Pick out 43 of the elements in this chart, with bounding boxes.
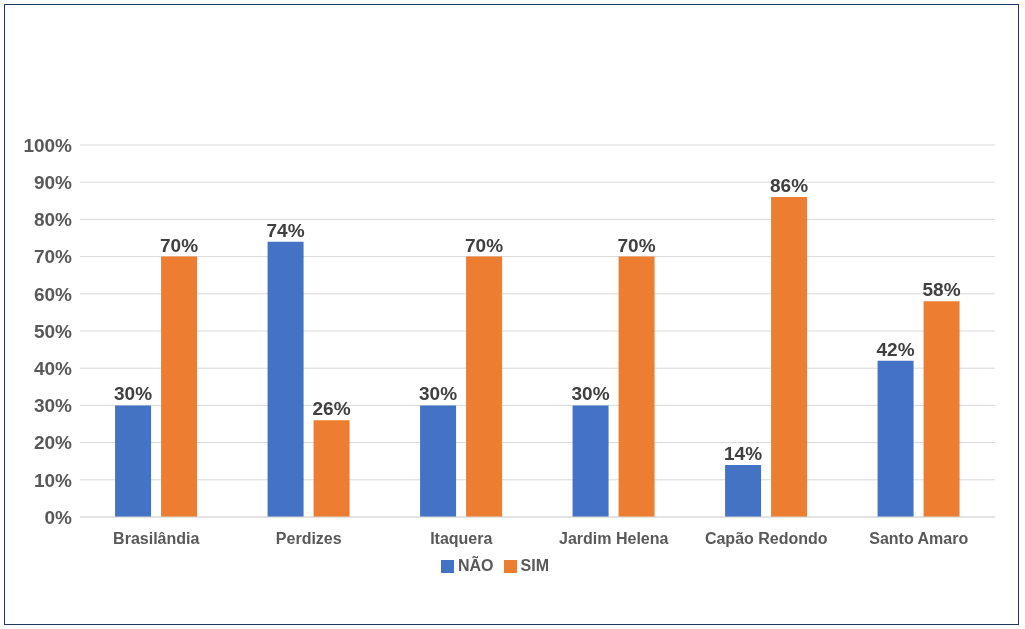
x-tick-label: Brasilândia: [113, 530, 200, 548]
bar: [466, 256, 503, 517]
bar: [725, 464, 762, 517]
y-tick-label: 0%: [44, 506, 73, 528]
data-label: 26%: [312, 398, 351, 420]
bar: [923, 301, 960, 517]
y-tick-label: 30%: [33, 395, 73, 417]
y-tick-label: 40%: [33, 357, 73, 379]
bar: [420, 405, 457, 517]
data-label: 70%: [465, 234, 504, 256]
data-label: 14%: [724, 442, 763, 464]
bar: [618, 256, 655, 517]
bar: [161, 256, 198, 517]
data-label: 70%: [617, 234, 656, 256]
x-tick-label: Santo Amaro: [869, 530, 969, 548]
y-tick-label: 50%: [33, 320, 73, 342]
bar: [572, 405, 609, 517]
y-tick-label: 70%: [33, 246, 73, 268]
x-tick-label: Capão Redondo: [704, 530, 828, 548]
y-tick-label: 60%: [33, 283, 73, 305]
y-tick-label: 20%: [33, 432, 73, 454]
x-tick-label: Jardim Helena: [559, 530, 669, 548]
x-tick-label: Itaquera: [430, 530, 493, 548]
data-label: 58%: [922, 279, 961, 301]
data-label: 86%: [770, 175, 809, 197]
bar: [313, 420, 350, 517]
legend-label: SIM: [520, 557, 549, 574]
bar: [771, 197, 808, 517]
y-tick-label: 100%: [23, 134, 73, 156]
data-label: 42%: [876, 338, 915, 360]
bar: [267, 241, 304, 517]
data-label: 74%: [266, 219, 305, 241]
x-tick-label: Perdizes: [275, 530, 342, 548]
y-tick-label: 90%: [33, 171, 73, 193]
data-label: 70%: [160, 234, 199, 256]
data-label: 30%: [114, 383, 153, 405]
bar: [115, 405, 152, 517]
legend-label: NÃO: [457, 557, 494, 574]
y-tick-label: 10%: [33, 469, 73, 491]
data-label: 30%: [419, 383, 458, 405]
data-label: 30%: [571, 383, 610, 405]
y-tick-label: 80%: [33, 209, 73, 231]
bar: [877, 360, 914, 517]
